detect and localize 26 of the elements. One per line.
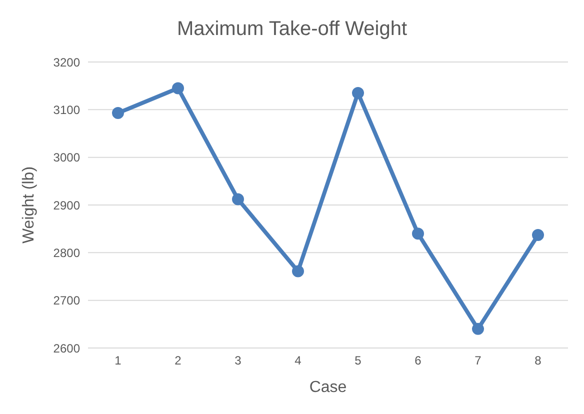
point bbox=[292, 265, 304, 278]
x-tick-label: 4 bbox=[294, 354, 302, 368]
y-tick-label: 2600 bbox=[53, 341, 80, 356]
x-tick-label: 2 bbox=[174, 354, 182, 368]
y-tick-label: 2800 bbox=[53, 246, 80, 260]
y-tick-label: 3100 bbox=[53, 102, 80, 117]
point bbox=[232, 193, 244, 206]
point bbox=[532, 229, 544, 242]
point bbox=[112, 107, 124, 120]
x-tick-label: 1 bbox=[114, 354, 122, 368]
chart-title: Maximum Take-off Weight bbox=[176, 17, 408, 42]
x-axis-title: Case bbox=[309, 379, 347, 396]
y-tick-label: 2900 bbox=[53, 198, 80, 212]
point bbox=[172, 82, 184, 94]
x-tick-label: 6 bbox=[414, 354, 422, 368]
point bbox=[352, 86, 364, 99]
y-tick-label: 3000 bbox=[53, 150, 80, 165]
y-axis-title: Weight (lb) bbox=[20, 166, 38, 244]
x-tick-label: 7 bbox=[474, 354, 482, 368]
point bbox=[472, 322, 484, 335]
x-tick-label: 8 bbox=[534, 354, 542, 368]
y-tick-label: 2700 bbox=[53, 294, 80, 308]
x-tick-label: 3 bbox=[234, 354, 242, 368]
point bbox=[412, 228, 424, 240]
y-tick-label: 3200 bbox=[53, 55, 80, 70]
x-tick-label: 5 bbox=[354, 354, 362, 368]
